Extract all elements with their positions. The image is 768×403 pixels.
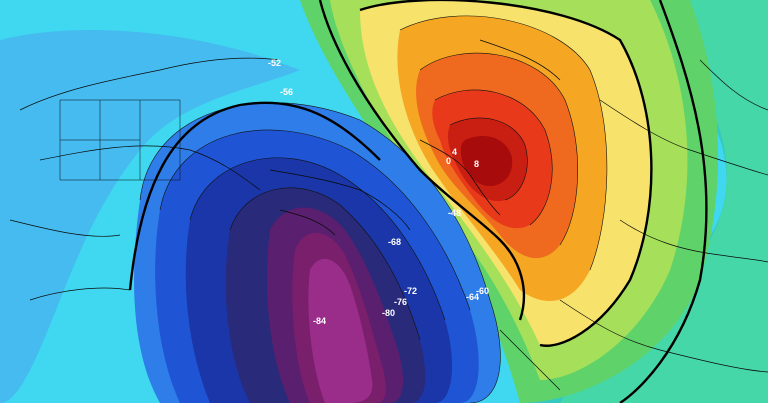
label-m48: -48 — [448, 208, 461, 218]
warm-core — [460, 136, 513, 186]
northwest-blue-zone — [0, 30, 300, 403]
label-m60: -60 — [476, 286, 489, 296]
label-4: 4 — [452, 147, 457, 157]
label-m68: -68 — [388, 237, 401, 247]
label-m80: -80 — [382, 308, 395, 318]
label-m72: -72 — [404, 286, 417, 296]
state-borders — [59, 99, 181, 181]
contour-labels: -52 -56 -68 -72 -76 -80 -84 -64 -60 -48 … — [268, 58, 489, 326]
label-m76: -76 — [394, 297, 407, 307]
coastlines — [9, 39, 768, 391]
label-0: 0 — [446, 156, 451, 166]
label-8: 8 — [474, 159, 479, 169]
cold-inner-core — [308, 258, 373, 403]
label-m52: -52 — [268, 58, 281, 68]
east-cyan-band — [560, 0, 768, 403]
label-m64: -64 — [466, 292, 479, 302]
label-m56: -56 — [280, 87, 293, 97]
label-m84: -84 — [313, 316, 326, 326]
